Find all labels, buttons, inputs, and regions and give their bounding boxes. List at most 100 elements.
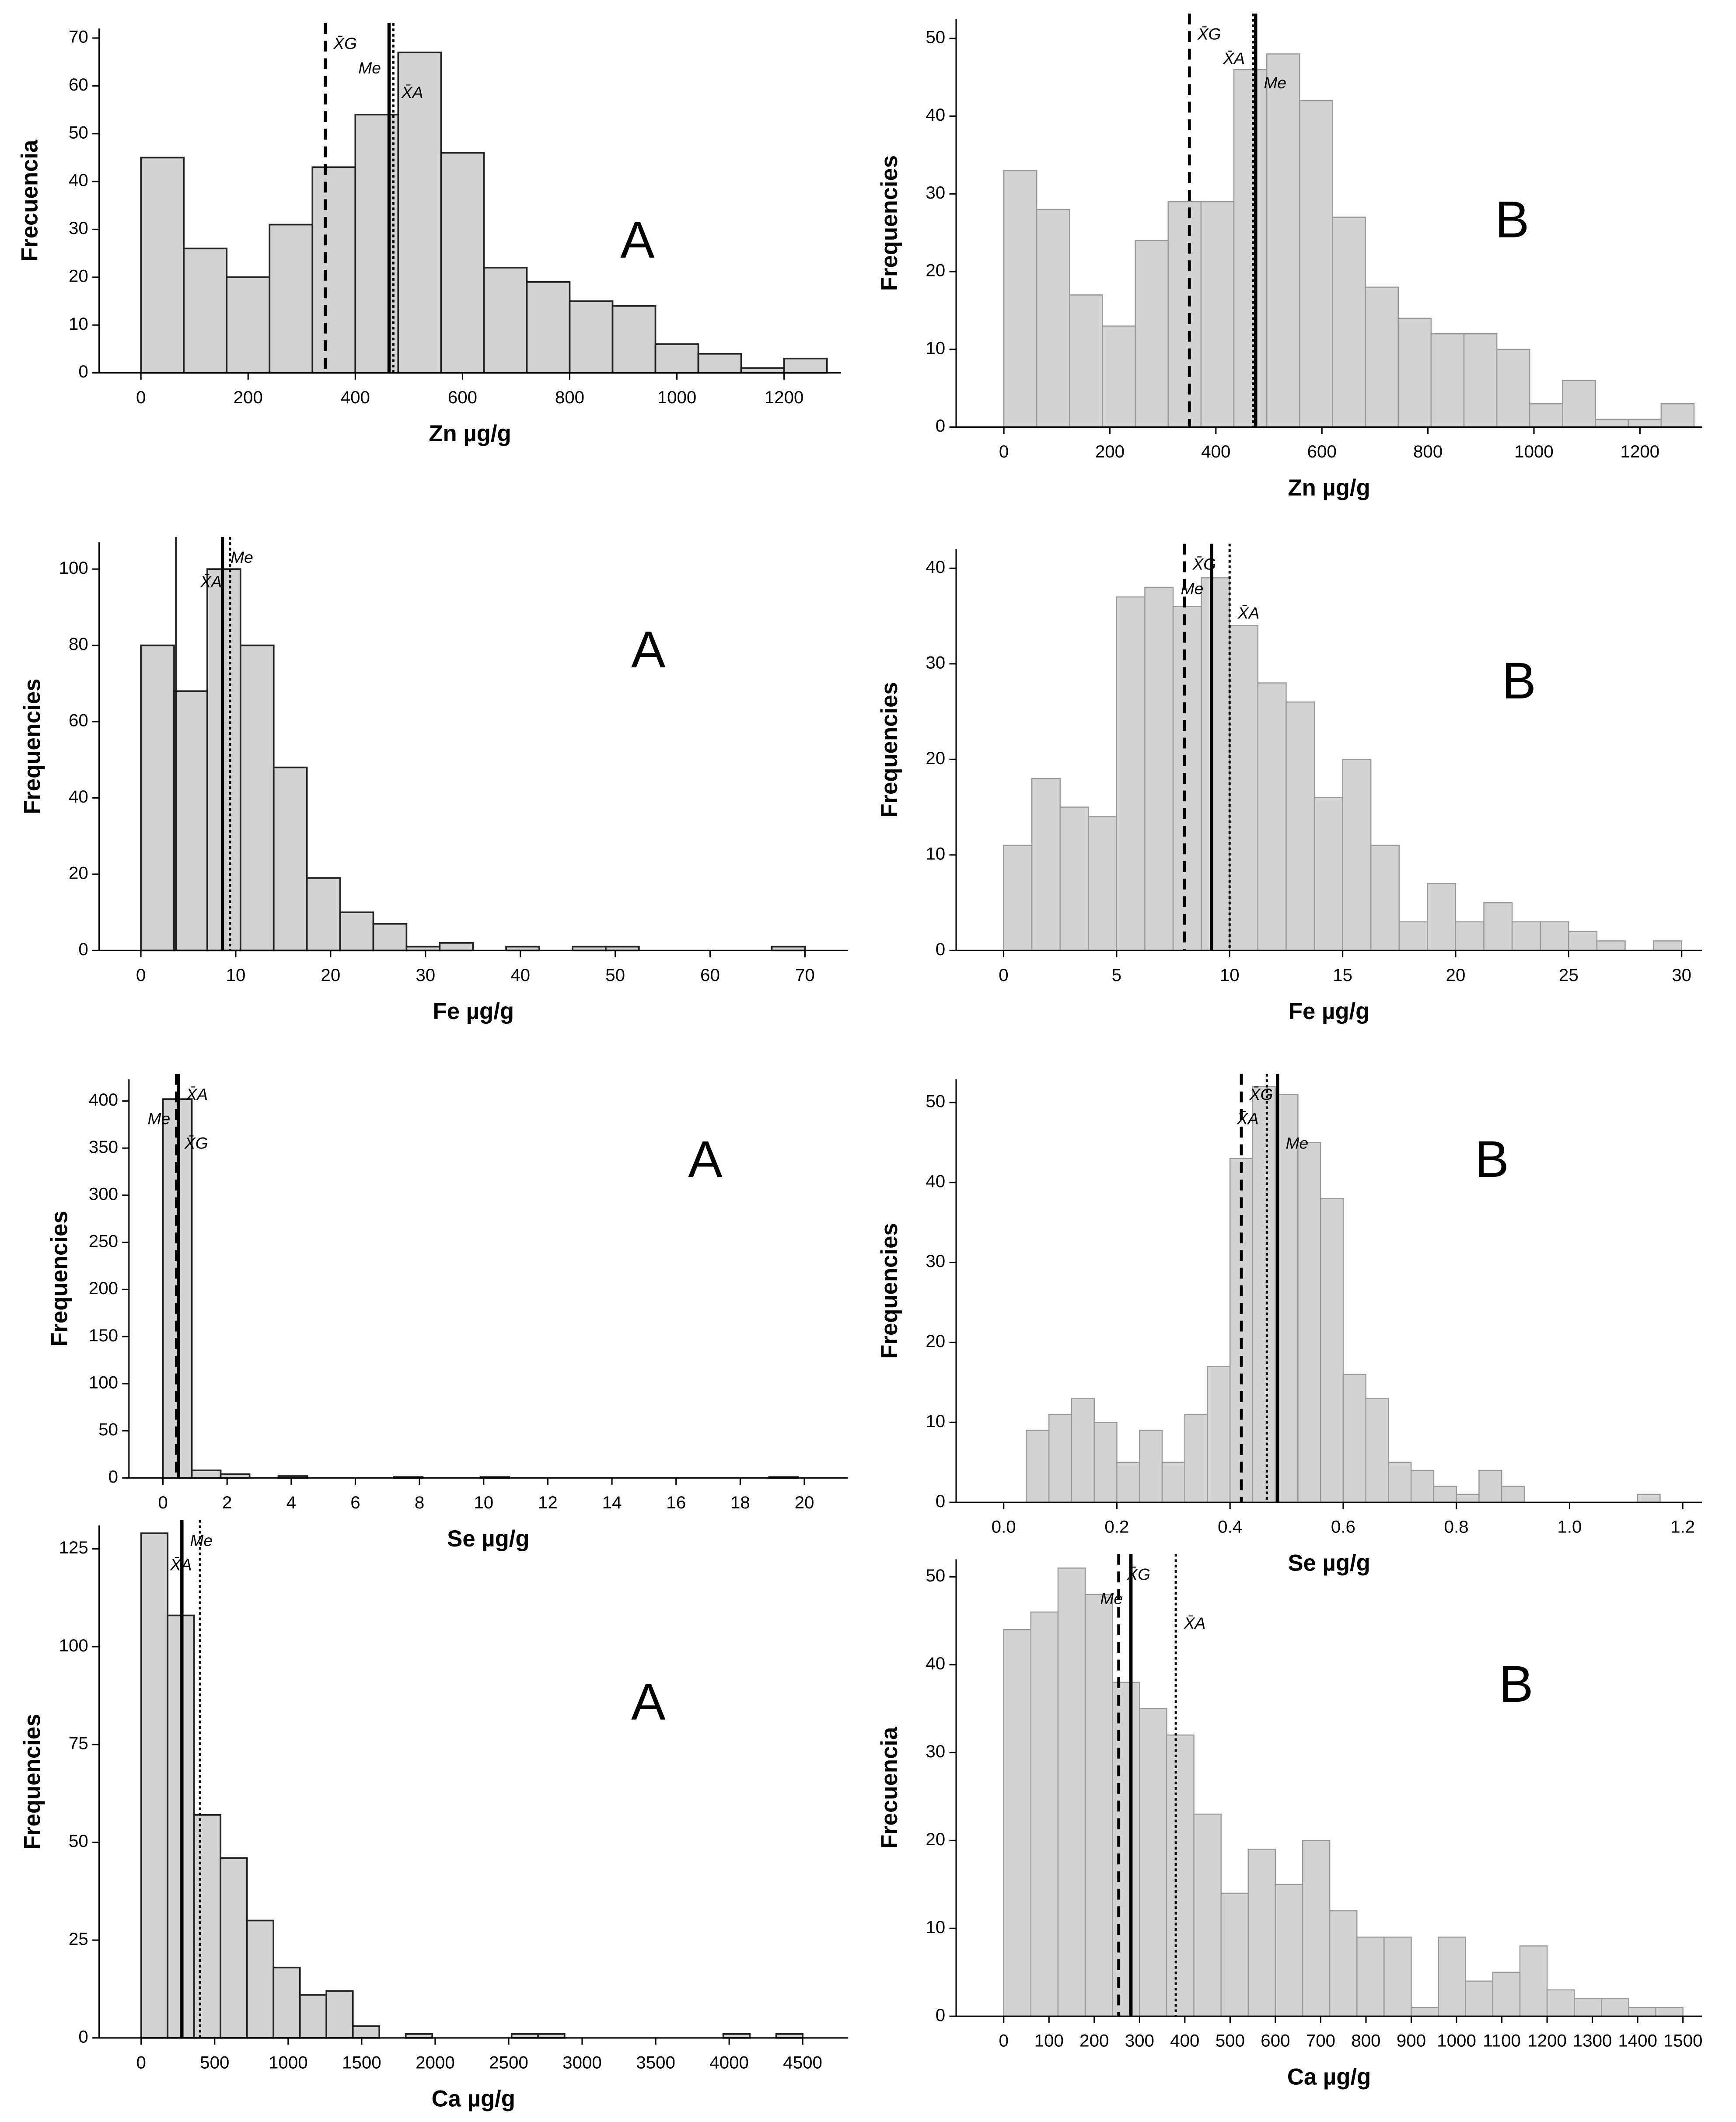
y-tick-label: 50 [926,1566,945,1585]
x-axis-label: Se µg/g [447,1526,529,1552]
bar [697,353,742,374]
bar [611,305,657,374]
bar [239,644,275,952]
panel-label: A [631,1672,666,1730]
y-tick-label: 350 [89,1137,118,1157]
bar [1329,1910,1358,2017]
y-tick-label: 40 [926,105,945,125]
reference-label: X̄G [1197,24,1221,43]
y-tick-label: 30 [926,653,945,672]
x-tick-label: 30 [416,965,435,985]
x-tick-label: 10 [1220,965,1240,985]
x-tick-label: 4000 [709,2052,749,2072]
x-tick-label: 2000 [416,2052,455,2072]
y-axis-label: Frequencies [47,1211,73,1346]
bar [1302,1840,1331,2017]
bar [1356,1937,1385,2017]
y-tick-label: 400 [89,1090,118,1110]
x-tick-label: 8 [415,1493,424,1512]
bar [1342,1374,1366,1503]
x-tick-label: 400 [1201,442,1230,461]
bar [1383,1937,1412,2017]
bar [1116,596,1146,951]
y-tick-label: 100 [59,558,88,578]
bar [1093,1422,1118,1503]
reference-label: Me [1285,1134,1308,1152]
bar [1628,2007,1656,2017]
x-tick-label: 100 [1034,2031,1064,2051]
x-tick-label: 3500 [636,2052,675,2072]
bar [1102,325,1136,428]
bar [1116,1462,1140,1503]
x-tick-label: 900 [1397,2031,1426,2051]
chart-panel: 0 20 40 60 80 100 0 10 20 30 40 50 60 70 Fe µg/g Freque… [20,537,848,1024]
panel-label: B [1502,652,1536,709]
chart-panel: 0 25 50 75 100 125 0 500 1000 1500 2000 2500 3000 350… [20,1520,848,2112]
x-tick-label: 3000 [562,2052,602,2072]
bar [1660,403,1695,428]
reference-label: X̄A [200,572,222,591]
x-tick-label: 700 [1306,2031,1335,2051]
chart-panel: 0 10 20 30 40 50 60 70 0 200 400 600 800 1000 1200 Zn µ… [17,23,841,447]
y-axis-label: Frequencies [877,1223,902,1358]
y-axis-label: Frequencies [20,679,45,814]
reference-label: X̄A [1237,604,1260,622]
x-tick-label: 200 [1095,442,1125,461]
y-tick-label: 30 [69,218,88,238]
y-tick-label: 10 [69,314,88,334]
bar [654,343,699,374]
x-tick-label: 1500 [1663,2031,1703,2051]
x-tick-label: 1.2 [1670,1517,1695,1537]
bar [1652,940,1682,951]
bar [1463,333,1498,428]
reference-label: Me [1100,1589,1123,1608]
y-tick-label: 30 [926,1742,945,1761]
y-tick-label: 300 [89,1184,118,1204]
bar [1562,380,1596,428]
y-tick-label: 200 [89,1278,118,1298]
x-tick-label: 1000 [269,2052,308,2072]
bar [1084,1594,1113,2017]
x-tick-label: 0 [136,2052,146,2072]
x-tick-label: 1100 [1483,2031,1521,2051]
y-axis-label: Frecuencia [877,1727,902,1849]
bar [1161,1462,1185,1503]
bar [1229,625,1259,951]
reference-label: Me [358,59,381,77]
panel-label: B [1499,1655,1533,1713]
bar [1427,883,1457,951]
y-tick-label: 0 [936,939,945,959]
bar [306,877,341,952]
y-tick-label: 20 [926,748,945,768]
reference-label: X̄A [1184,1614,1206,1632]
y-tick-label: 50 [926,1092,945,1111]
y-tick-label: 60 [69,711,88,730]
bar [1135,240,1169,428]
y-tick-label: 40 [926,557,945,577]
y-tick-label: 60 [69,75,88,94]
bar [272,766,308,952]
chart-panel: 0 10 20 30 40 50 0 200 400 600 800 1000 1200 Zn µg/g F… [877,14,1702,501]
y-tick-label: 20 [69,266,88,286]
x-tick-label: 20 [1446,965,1466,985]
chart-panel: 0 10 20 30 40 0 5 10 15 20 25 30 Fe µg/g Frequencies B… [877,544,1702,1024]
bar [1455,921,1485,951]
x-tick-label: 500 [1216,2031,1245,2051]
bar [1637,1494,1661,1503]
y-axis-label: Frequencies [877,682,902,817]
x-tick-label: 200 [234,387,263,407]
bar [1220,1892,1249,2017]
x-tick-label: 18 [730,1493,750,1512]
bar [1433,1486,1457,1503]
y-tick-label: 250 [89,1231,118,1251]
bar [1139,1708,1167,2017]
bar [1003,170,1037,428]
x-tick-label: 15 [1333,965,1352,985]
bar [1088,816,1118,951]
bar [1111,1682,1140,2017]
x-tick-label: 5 [1112,965,1121,985]
bar [1456,1494,1480,1503]
bar [440,152,485,374]
y-tick-label: 10 [926,338,945,358]
